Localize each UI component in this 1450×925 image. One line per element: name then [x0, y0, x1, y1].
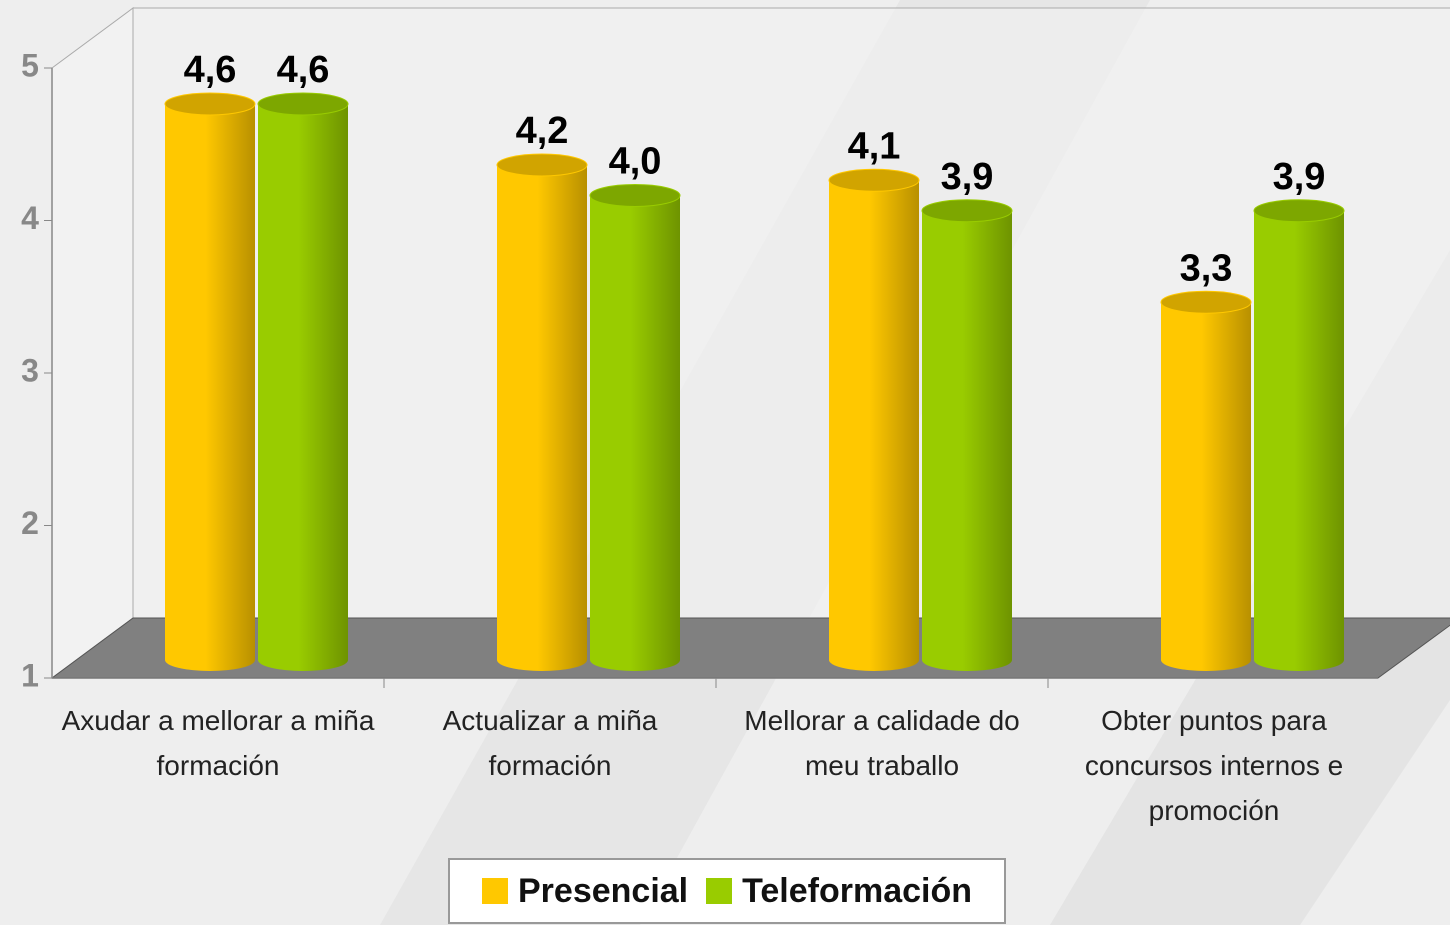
bar: [1160, 290, 1252, 671]
y-tick-label: 1: [21, 657, 39, 693]
bar: [257, 92, 349, 671]
y-tick-label: 3: [21, 352, 39, 388]
value-label: 4,6: [277, 49, 330, 91]
legend-swatch: [706, 878, 733, 904]
bar-top: [1253, 199, 1345, 223]
y-tick-label: 4: [21, 200, 39, 236]
value-label: 4,0: [609, 141, 662, 183]
bar-body: [590, 195, 680, 660]
y-tick-label: 2: [21, 505, 39, 541]
bar: [589, 184, 681, 671]
bar-body: [258, 104, 348, 660]
x-tick-label: Mellorar a calidade do meu traballo: [744, 705, 1020, 781]
legend-item: Presencial: [482, 872, 688, 911]
value-label: 4,2: [516, 110, 569, 152]
value-label: 4,6: [184, 49, 237, 91]
bar-top: [1160, 290, 1252, 314]
bar: [496, 153, 588, 671]
bar-top: [828, 168, 920, 192]
legend: Presencial Teleformación: [448, 858, 1006, 924]
side-wall: [51, 7, 134, 679]
bar-body: [922, 210, 1012, 660]
bar: [828, 168, 920, 671]
bar-top: [496, 153, 588, 177]
x-tick-label: Obter puntos para concursos internos e p…: [1084, 705, 1344, 826]
x-tick-label: Axudar a mellorar a miña formación: [61, 705, 375, 781]
legend-swatch: [482, 878, 508, 904]
bar: [164, 92, 256, 671]
bar-body: [1161, 302, 1251, 660]
bar-top: [257, 92, 349, 116]
bar-body: [829, 180, 919, 660]
value-label: 3,9: [941, 156, 994, 198]
value-label: 3,9: [1273, 156, 1326, 198]
bar: [1253, 199, 1345, 671]
bar-body: [497, 165, 587, 660]
value-label: 4,1: [848, 125, 901, 167]
bar-top: [921, 199, 1013, 223]
bar-body: [165, 104, 255, 660]
value-label: 3,3: [1180, 247, 1233, 289]
legend-label: Teleformación: [742, 871, 972, 910]
y-tick-label: 5: [21, 47, 39, 83]
bar-top: [589, 184, 681, 207]
legend-item: Teleformación: [706, 872, 972, 911]
bar: [921, 199, 1013, 671]
bar-body: [1254, 210, 1344, 660]
x-tick-label: Actualizar a miña formación: [442, 705, 658, 781]
legend-label: Presencial: [518, 871, 689, 910]
bar-top: [164, 92, 256, 116]
